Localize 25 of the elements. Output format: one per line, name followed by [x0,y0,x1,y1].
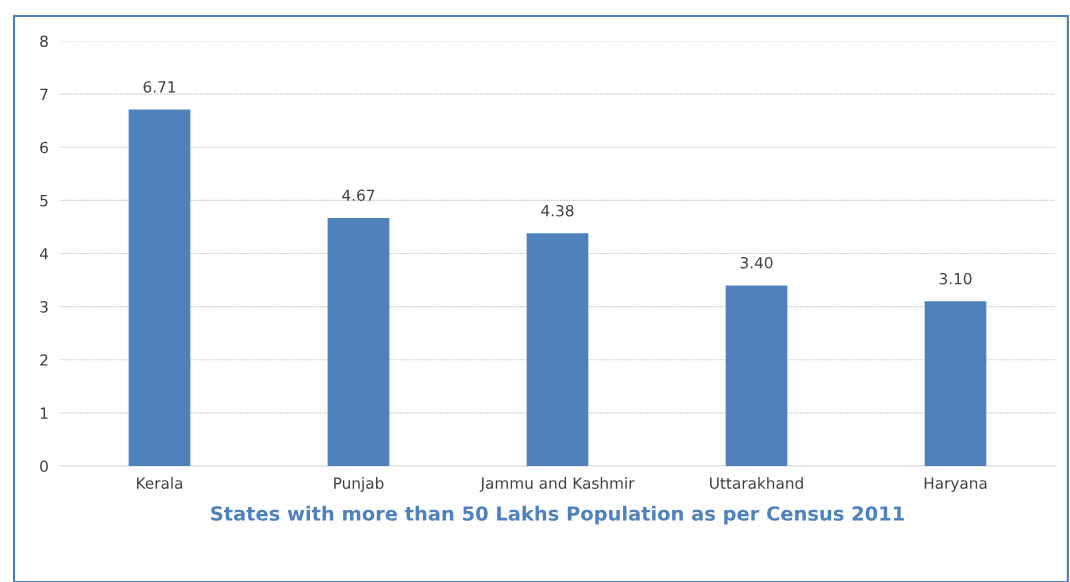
y-tick-label: 6 [40,141,48,154]
x-tick-label: Haryana [924,477,987,492]
data-label: 4.38 [541,204,574,217]
y-tick-label: 8 [40,35,48,48]
y-tick-label: 7 [40,88,48,100]
y-tick-label: 4 [39,248,49,260]
bar [924,301,987,466]
y-tick-label: 3 [40,301,48,313]
y-tick-label: 2 [40,354,48,366]
bar [327,217,390,466]
y-tick-label: 0 [40,460,48,473]
x-tick-label: Punjab [334,477,384,492]
bar [526,233,589,466]
data-label: 6.71 [143,81,176,93]
bar [725,285,788,466]
x-tick-label: Uttarakhand [710,477,803,489]
data-label: 3.10 [939,272,972,285]
y-tick-label: 5 [40,195,48,207]
y-tick-label: 1 [40,407,48,419]
x-tick-label: Jammu and Kashmir [479,477,635,492]
x-tick-label: Kerala [137,477,183,489]
bar [128,109,191,466]
data-label: 3.40 [740,256,773,269]
x-axis-title: States with more than 50 Lakhs Population as per Census 2011 [211,505,904,525]
data-label: 4.67 [342,189,375,202]
